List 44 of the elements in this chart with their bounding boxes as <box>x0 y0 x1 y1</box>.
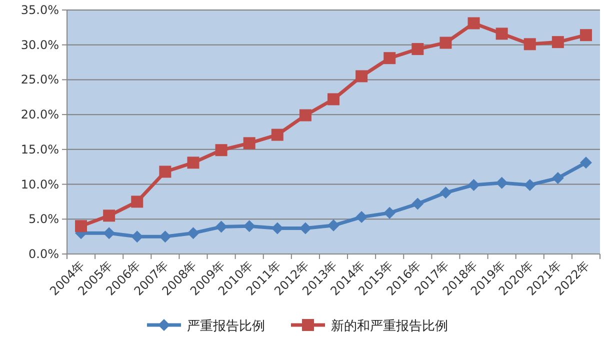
point <box>412 43 424 56</box>
point <box>215 144 228 156</box>
point <box>243 137 256 150</box>
legend-label: 新的和严重报告比例 <box>331 319 448 334</box>
point <box>271 222 284 234</box>
point <box>440 36 452 49</box>
point <box>552 36 564 48</box>
legend-label: 严重报告比例 <box>187 319 265 334</box>
y-tick-label: 30.0% <box>20 38 59 52</box>
point <box>496 28 508 40</box>
point <box>187 227 200 240</box>
point <box>552 172 564 184</box>
point <box>328 219 340 232</box>
point <box>187 156 200 169</box>
y-tick-label: 25.0% <box>20 72 59 87</box>
y-tick-label: 35.0% <box>20 3 59 17</box>
point <box>159 166 172 178</box>
point <box>103 210 116 222</box>
point <box>75 220 88 232</box>
y-tick-label: 10.0% <box>20 177 59 192</box>
point <box>356 70 368 82</box>
point <box>412 198 424 210</box>
point <box>159 230 172 243</box>
y-tick-label: 20.0% <box>20 108 59 122</box>
point <box>468 17 480 30</box>
point <box>468 178 480 191</box>
y-tick-label: 5.0% <box>28 212 59 226</box>
y-tick-label: 0.0% <box>28 247 59 261</box>
point <box>356 211 368 224</box>
point <box>103 227 116 240</box>
point <box>384 206 396 219</box>
point <box>131 196 144 208</box>
point <box>524 178 536 191</box>
point <box>524 38 536 50</box>
point <box>299 109 312 122</box>
point <box>271 128 284 141</box>
point <box>215 220 228 233</box>
y-tick-label: 15.0% <box>20 142 59 156</box>
point <box>384 52 396 64</box>
point <box>580 29 592 42</box>
point <box>580 156 592 169</box>
point <box>328 93 340 106</box>
point <box>440 186 452 199</box>
point <box>496 176 508 189</box>
